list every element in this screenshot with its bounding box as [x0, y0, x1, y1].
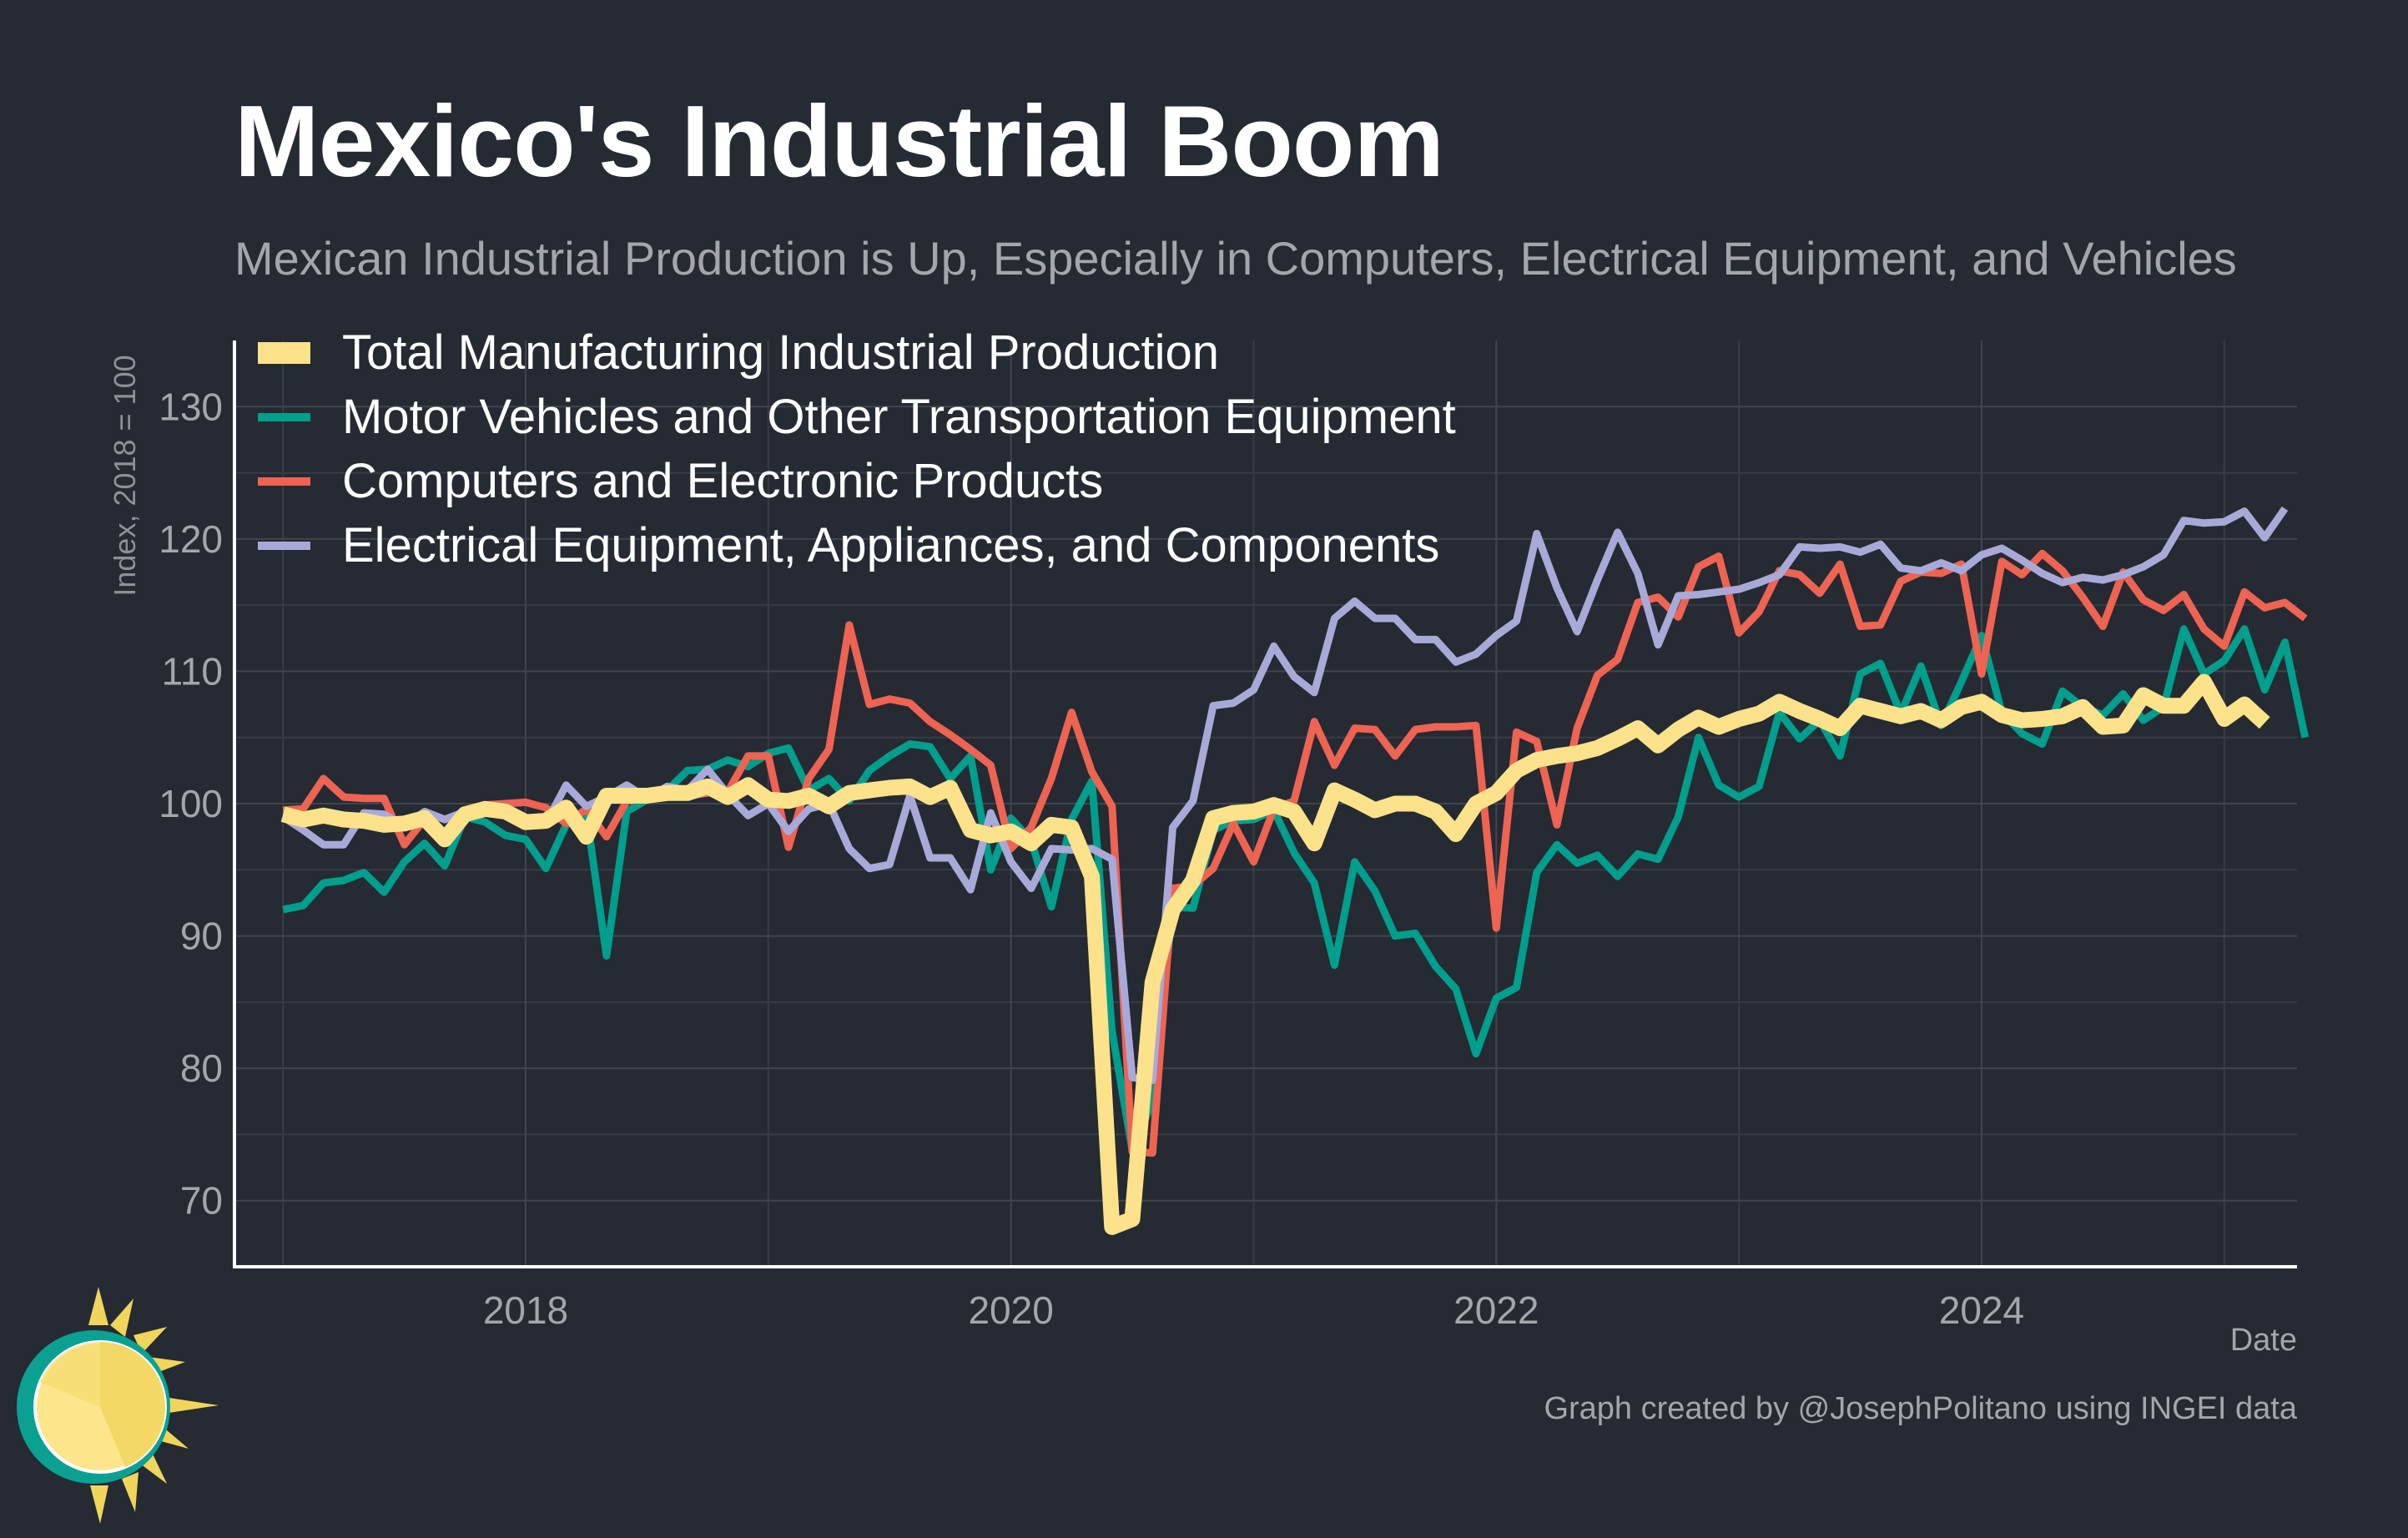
y-tick-label: 90	[180, 915, 223, 958]
series-line-3	[280, 506, 2289, 1084]
series-line-2	[282, 549, 2308, 1157]
x-tick-label: 2024	[1939, 1288, 2024, 1332]
series-layer	[280, 506, 2310, 1235]
chart-subtitle: Mexican Industrial Production is Up, Esp…	[234, 232, 2237, 285]
legend-label: Electrical Equipment, Appliances, and Co…	[342, 518, 1439, 572]
series-line-4	[280, 673, 2270, 1235]
axes	[233, 340, 2297, 1268]
y-tick-label: 100	[159, 782, 223, 825]
legend-label: Motor Vehicles and Other Transportation …	[342, 390, 1456, 444]
y-tick-label: 130	[159, 385, 223, 428]
x-axis-label: Date	[2229, 1323, 2297, 1358]
legend: Total Manufacturing Industrial Productio…	[258, 325, 1456, 572]
x-tick-label: 2022	[1453, 1288, 1539, 1332]
y-tick-label: 80	[180, 1046, 223, 1090]
y-tick-label: 70	[180, 1179, 223, 1223]
sun-logo-icon	[17, 1287, 219, 1524]
credit-text: Graph created by @JosephPolitano using I…	[1544, 1391, 2297, 1426]
legend-label: Computers and Electronic Products	[342, 454, 1103, 508]
chart-title: Mexico's Industrial Boom	[234, 84, 1444, 198]
legend-label: Total Manufacturing Industrial Productio…	[342, 325, 1219, 380]
y-tick-label: 120	[159, 517, 223, 561]
y-axis-label: Index, 2018 = 100	[108, 355, 142, 596]
x-tick-label: 2020	[968, 1288, 1053, 1332]
x-tick-label: 2018	[483, 1288, 568, 1332]
tick-labels: 70 80 90 100 110 120 130 2018 2020 2022 2024	[159, 385, 2024, 1332]
y-tick-label: 110	[162, 649, 223, 693]
series-line-1	[282, 625, 2310, 1154]
